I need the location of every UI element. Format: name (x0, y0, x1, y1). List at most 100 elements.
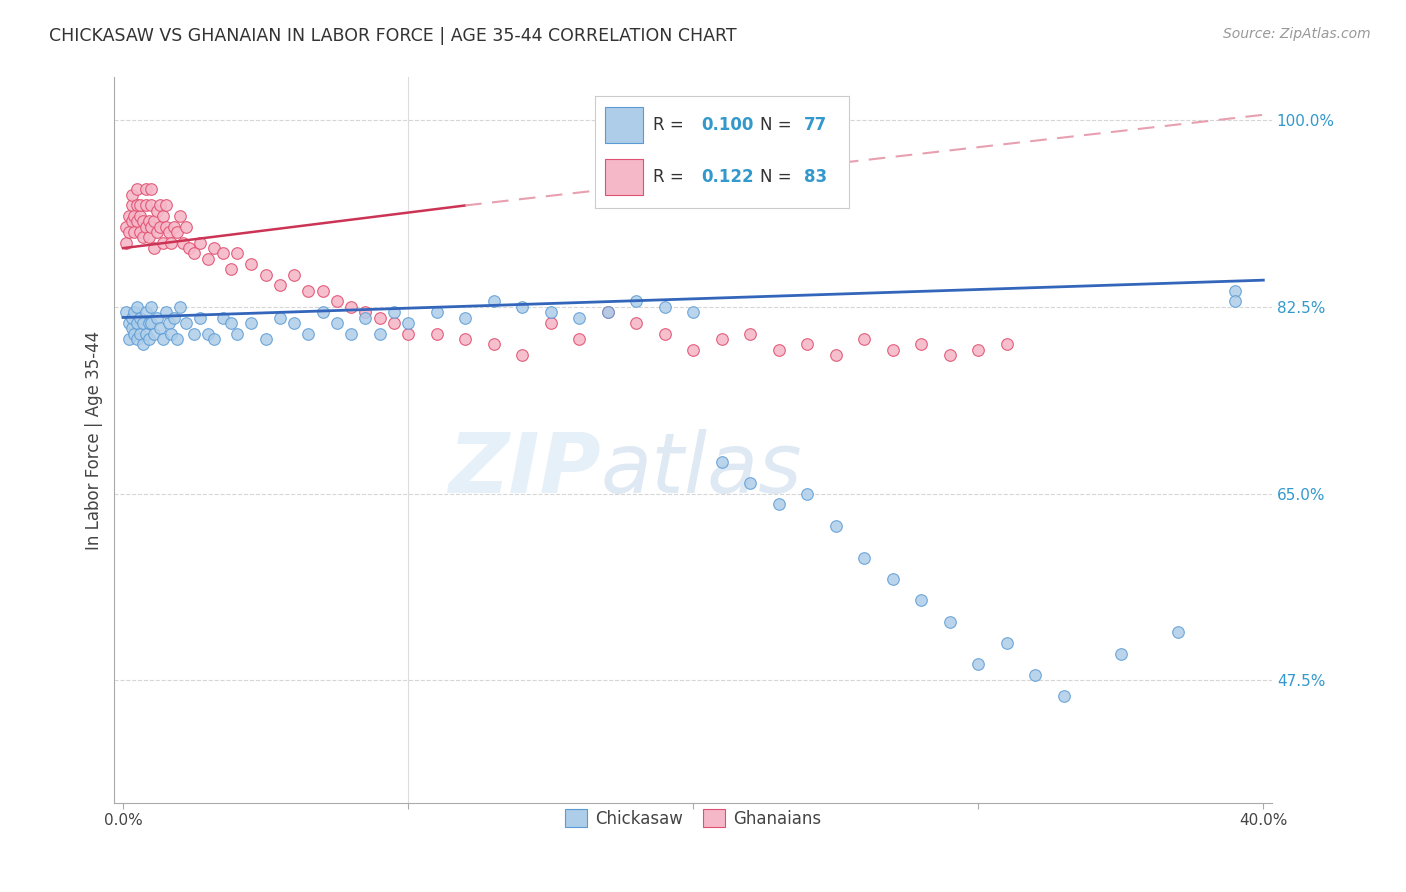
Point (157, 225, 180, 239)
Point (482, 337, 505, 351)
Point (152, 235, 174, 250)
Point (710, 454, 733, 468)
Point (1223, 294, 1246, 309)
Point (127, 198, 149, 212)
Point (129, 209, 152, 223)
Point (568, 310, 591, 325)
Point (624, 316, 647, 330)
Point (297, 284, 319, 298)
Point (240, 257, 263, 271)
Point (141, 300, 163, 314)
Y-axis label: In Labor Force | Age 35-44: In Labor Force | Age 35-44 (86, 331, 103, 549)
Point (995, 636, 1018, 650)
Point (654, 326, 676, 341)
Point (510, 348, 533, 362)
Point (163, 219, 186, 234)
Point (938, 615, 960, 629)
Point (127, 332, 149, 346)
Point (118, 316, 141, 330)
Point (183, 326, 205, 341)
Point (135, 219, 157, 234)
Point (568, 332, 591, 346)
Point (114, 305, 136, 319)
Point (118, 209, 141, 223)
Point (172, 235, 194, 250)
Point (254, 332, 277, 346)
Point (283, 316, 305, 330)
Point (596, 305, 619, 319)
Point (853, 550, 876, 565)
Point (426, 326, 449, 341)
Point (768, 343, 790, 357)
Point (174, 316, 197, 330)
Point (177, 241, 200, 255)
Point (183, 246, 205, 260)
Point (149, 219, 172, 234)
Point (1053, 690, 1076, 704)
Point (124, 209, 146, 223)
Point (143, 241, 166, 255)
Point (1109, 647, 1132, 661)
Point (995, 337, 1018, 351)
Point (160, 326, 183, 341)
Point (138, 214, 160, 228)
Point (166, 225, 188, 239)
Point (129, 326, 152, 341)
Point (127, 316, 149, 330)
Text: CHICKASAW VS GHANAIAN IN LABOR FORCE | AGE 35-44 CORRELATION CHART: CHICKASAW VS GHANAIAN IN LABOR FORCE | A… (49, 27, 737, 45)
Text: atlas: atlas (600, 429, 803, 509)
Point (796, 486, 818, 500)
Point (160, 235, 183, 250)
Point (882, 343, 904, 357)
Point (882, 572, 904, 586)
Point (654, 300, 676, 314)
Point (202, 241, 225, 255)
Point (118, 225, 141, 239)
Point (152, 332, 174, 346)
Point (211, 246, 233, 260)
Point (326, 294, 349, 309)
Point (121, 198, 143, 212)
Point (1223, 284, 1246, 298)
Point (127, 182, 149, 196)
Point (149, 198, 172, 212)
Point (163, 310, 186, 325)
Point (129, 198, 152, 212)
Point (174, 219, 197, 234)
Point (226, 326, 249, 341)
Point (710, 332, 733, 346)
Point (121, 214, 143, 228)
Point (768, 497, 790, 511)
Point (121, 187, 143, 202)
Point (124, 305, 146, 319)
Point (824, 348, 846, 362)
Point (254, 268, 277, 282)
Point (155, 305, 177, 319)
Point (540, 305, 562, 319)
Point (155, 198, 177, 212)
Point (482, 294, 505, 309)
Point (138, 332, 160, 346)
Point (354, 310, 377, 325)
Point (157, 316, 180, 330)
Point (283, 268, 305, 282)
Point (141, 316, 163, 330)
Point (454, 332, 477, 346)
Text: Source: ZipAtlas.com: Source: ZipAtlas.com (1223, 27, 1371, 41)
Point (354, 305, 377, 319)
Point (135, 305, 157, 319)
Point (155, 219, 177, 234)
Point (796, 337, 818, 351)
Point (368, 310, 391, 325)
Point (396, 326, 419, 341)
Point (141, 219, 163, 234)
Point (240, 316, 263, 330)
Point (197, 252, 219, 266)
Point (340, 326, 363, 341)
Point (132, 316, 155, 330)
Point (624, 294, 647, 309)
Point (910, 593, 932, 607)
Point (382, 316, 405, 330)
Point (311, 305, 333, 319)
Point (1167, 625, 1189, 640)
